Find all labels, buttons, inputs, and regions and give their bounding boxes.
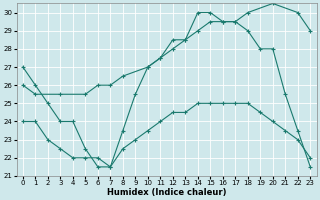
X-axis label: Humidex (Indice chaleur): Humidex (Indice chaleur): [107, 188, 226, 197]
